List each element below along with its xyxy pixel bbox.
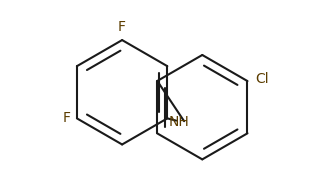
Text: NH: NH — [169, 115, 190, 129]
Text: F: F — [118, 20, 126, 34]
Text: F: F — [62, 111, 70, 125]
Text: Cl: Cl — [255, 72, 269, 86]
